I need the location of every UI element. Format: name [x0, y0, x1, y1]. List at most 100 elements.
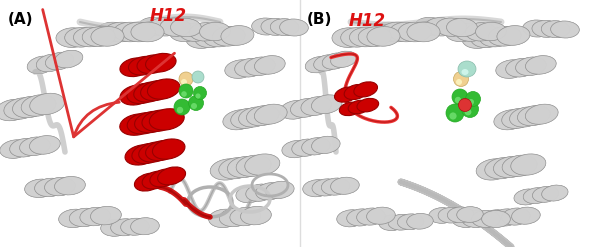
- Ellipse shape: [354, 82, 377, 97]
- Ellipse shape: [120, 114, 154, 135]
- Ellipse shape: [445, 23, 477, 42]
- Ellipse shape: [139, 17, 169, 36]
- Ellipse shape: [149, 18, 180, 36]
- Ellipse shape: [379, 215, 405, 230]
- Ellipse shape: [255, 56, 285, 74]
- Ellipse shape: [476, 159, 511, 180]
- Ellipse shape: [55, 177, 85, 195]
- Ellipse shape: [542, 185, 568, 201]
- Ellipse shape: [125, 145, 157, 165]
- Ellipse shape: [195, 93, 201, 99]
- Ellipse shape: [122, 22, 155, 42]
- Ellipse shape: [236, 185, 264, 203]
- Ellipse shape: [236, 155, 271, 176]
- Ellipse shape: [96, 22, 129, 42]
- Ellipse shape: [415, 17, 445, 36]
- Ellipse shape: [480, 27, 513, 47]
- Ellipse shape: [44, 177, 75, 196]
- Ellipse shape: [246, 184, 274, 201]
- Ellipse shape: [502, 208, 530, 225]
- Ellipse shape: [452, 210, 480, 227]
- Ellipse shape: [280, 101, 311, 119]
- Ellipse shape: [141, 81, 173, 101]
- Ellipse shape: [312, 179, 341, 196]
- Ellipse shape: [239, 107, 271, 127]
- Ellipse shape: [139, 17, 169, 36]
- Text: (A): (A): [8, 12, 34, 27]
- Ellipse shape: [132, 143, 165, 164]
- Ellipse shape: [181, 91, 187, 97]
- Ellipse shape: [454, 71, 469, 86]
- Ellipse shape: [523, 20, 551, 37]
- Ellipse shape: [502, 155, 537, 176]
- Ellipse shape: [179, 72, 193, 86]
- Ellipse shape: [245, 154, 280, 175]
- Ellipse shape: [228, 156, 263, 178]
- Ellipse shape: [177, 107, 183, 113]
- Ellipse shape: [56, 28, 89, 47]
- Ellipse shape: [254, 104, 287, 124]
- Ellipse shape: [105, 22, 138, 42]
- Ellipse shape: [21, 95, 56, 116]
- Ellipse shape: [56, 28, 89, 47]
- Ellipse shape: [381, 22, 413, 42]
- Ellipse shape: [415, 17, 445, 36]
- Ellipse shape: [111, 219, 139, 236]
- Ellipse shape: [219, 158, 254, 179]
- Ellipse shape: [462, 69, 469, 75]
- Ellipse shape: [290, 99, 321, 117]
- Ellipse shape: [80, 207, 111, 226]
- Ellipse shape: [407, 213, 433, 229]
- Ellipse shape: [523, 188, 549, 204]
- Ellipse shape: [514, 189, 540, 205]
- Ellipse shape: [27, 56, 55, 74]
- Ellipse shape: [480, 27, 513, 47]
- Ellipse shape: [532, 21, 561, 37]
- Ellipse shape: [493, 156, 528, 178]
- Ellipse shape: [372, 22, 405, 42]
- Ellipse shape: [388, 214, 415, 230]
- Ellipse shape: [357, 208, 385, 225]
- Ellipse shape: [121, 218, 149, 235]
- Ellipse shape: [35, 178, 66, 197]
- Ellipse shape: [485, 158, 520, 179]
- Ellipse shape: [153, 139, 185, 159]
- Ellipse shape: [236, 185, 264, 203]
- Ellipse shape: [10, 138, 40, 157]
- Ellipse shape: [511, 154, 546, 175]
- Ellipse shape: [20, 137, 50, 156]
- Ellipse shape: [482, 210, 510, 227]
- Ellipse shape: [149, 109, 184, 130]
- Ellipse shape: [44, 177, 75, 196]
- Ellipse shape: [457, 207, 483, 222]
- Ellipse shape: [0, 99, 30, 121]
- Ellipse shape: [246, 105, 279, 126]
- Ellipse shape: [209, 209, 239, 227]
- Ellipse shape: [462, 210, 490, 227]
- Ellipse shape: [455, 97, 461, 103]
- Ellipse shape: [510, 107, 542, 127]
- Ellipse shape: [246, 105, 279, 126]
- Ellipse shape: [322, 53, 348, 69]
- Ellipse shape: [20, 137, 50, 156]
- Ellipse shape: [497, 26, 530, 45]
- Ellipse shape: [236, 155, 271, 176]
- Ellipse shape: [180, 23, 210, 41]
- Ellipse shape: [305, 57, 331, 73]
- Ellipse shape: [191, 103, 197, 109]
- Ellipse shape: [398, 22, 432, 42]
- Ellipse shape: [379, 215, 405, 230]
- Text: H12: H12: [150, 7, 186, 25]
- Ellipse shape: [496, 60, 526, 78]
- Ellipse shape: [337, 210, 365, 227]
- Ellipse shape: [525, 56, 556, 74]
- Ellipse shape: [96, 22, 129, 42]
- Ellipse shape: [347, 209, 375, 226]
- Ellipse shape: [181, 79, 187, 85]
- Ellipse shape: [101, 219, 129, 236]
- Ellipse shape: [127, 83, 159, 103]
- Ellipse shape: [523, 188, 549, 204]
- Ellipse shape: [472, 210, 500, 227]
- Ellipse shape: [350, 27, 382, 47]
- Bar: [0, 0, 300, 247]
